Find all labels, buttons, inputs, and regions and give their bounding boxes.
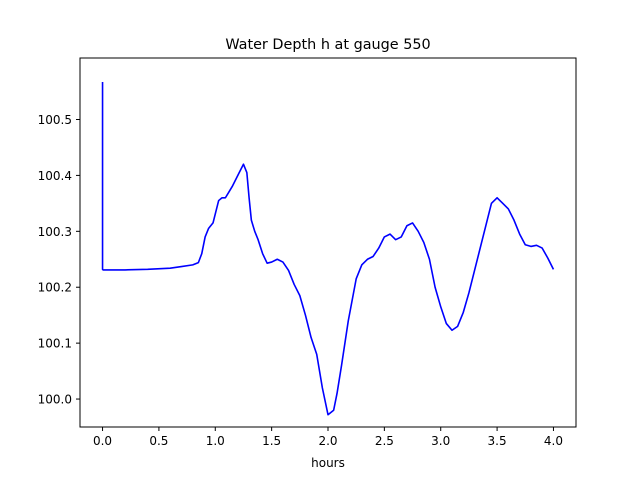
x-tick-label: 0.5 [149, 434, 168, 448]
x-axis: 0.0 0.5 1.0 1.5 2.0 2.5 3.0 3.5 4.0 [93, 427, 563, 448]
x-tick-label: 1.5 [262, 434, 281, 448]
x-tick-label: 2.5 [375, 434, 394, 448]
x-tick-label: 0.0 [93, 434, 112, 448]
y-tick-label: 100.4 [38, 169, 72, 183]
y-tick-label: 100.2 [38, 281, 72, 295]
y-axis: 100.0 100.1 100.2 100.3 100.4 100.5 [38, 113, 80, 407]
x-tick-label: 2.0 [318, 434, 337, 448]
y-tick-label: 100.3 [38, 225, 72, 239]
chart-title: Water Depth h at gauge 550 [225, 37, 430, 53]
x-tick-label: 1.0 [206, 434, 225, 448]
y-tick-label: 100.0 [38, 393, 72, 407]
y-tick-label: 100.5 [38, 113, 72, 127]
x-axis-label: hours [311, 456, 345, 470]
x-tick-label: 3.5 [488, 434, 507, 448]
x-tick-label: 3.0 [431, 434, 450, 448]
plot-area [101, 82, 555, 416]
y-tick-label: 100.1 [38, 337, 72, 351]
series-line-0 [101, 82, 555, 416]
x-tick-label: 4.0 [544, 434, 563, 448]
